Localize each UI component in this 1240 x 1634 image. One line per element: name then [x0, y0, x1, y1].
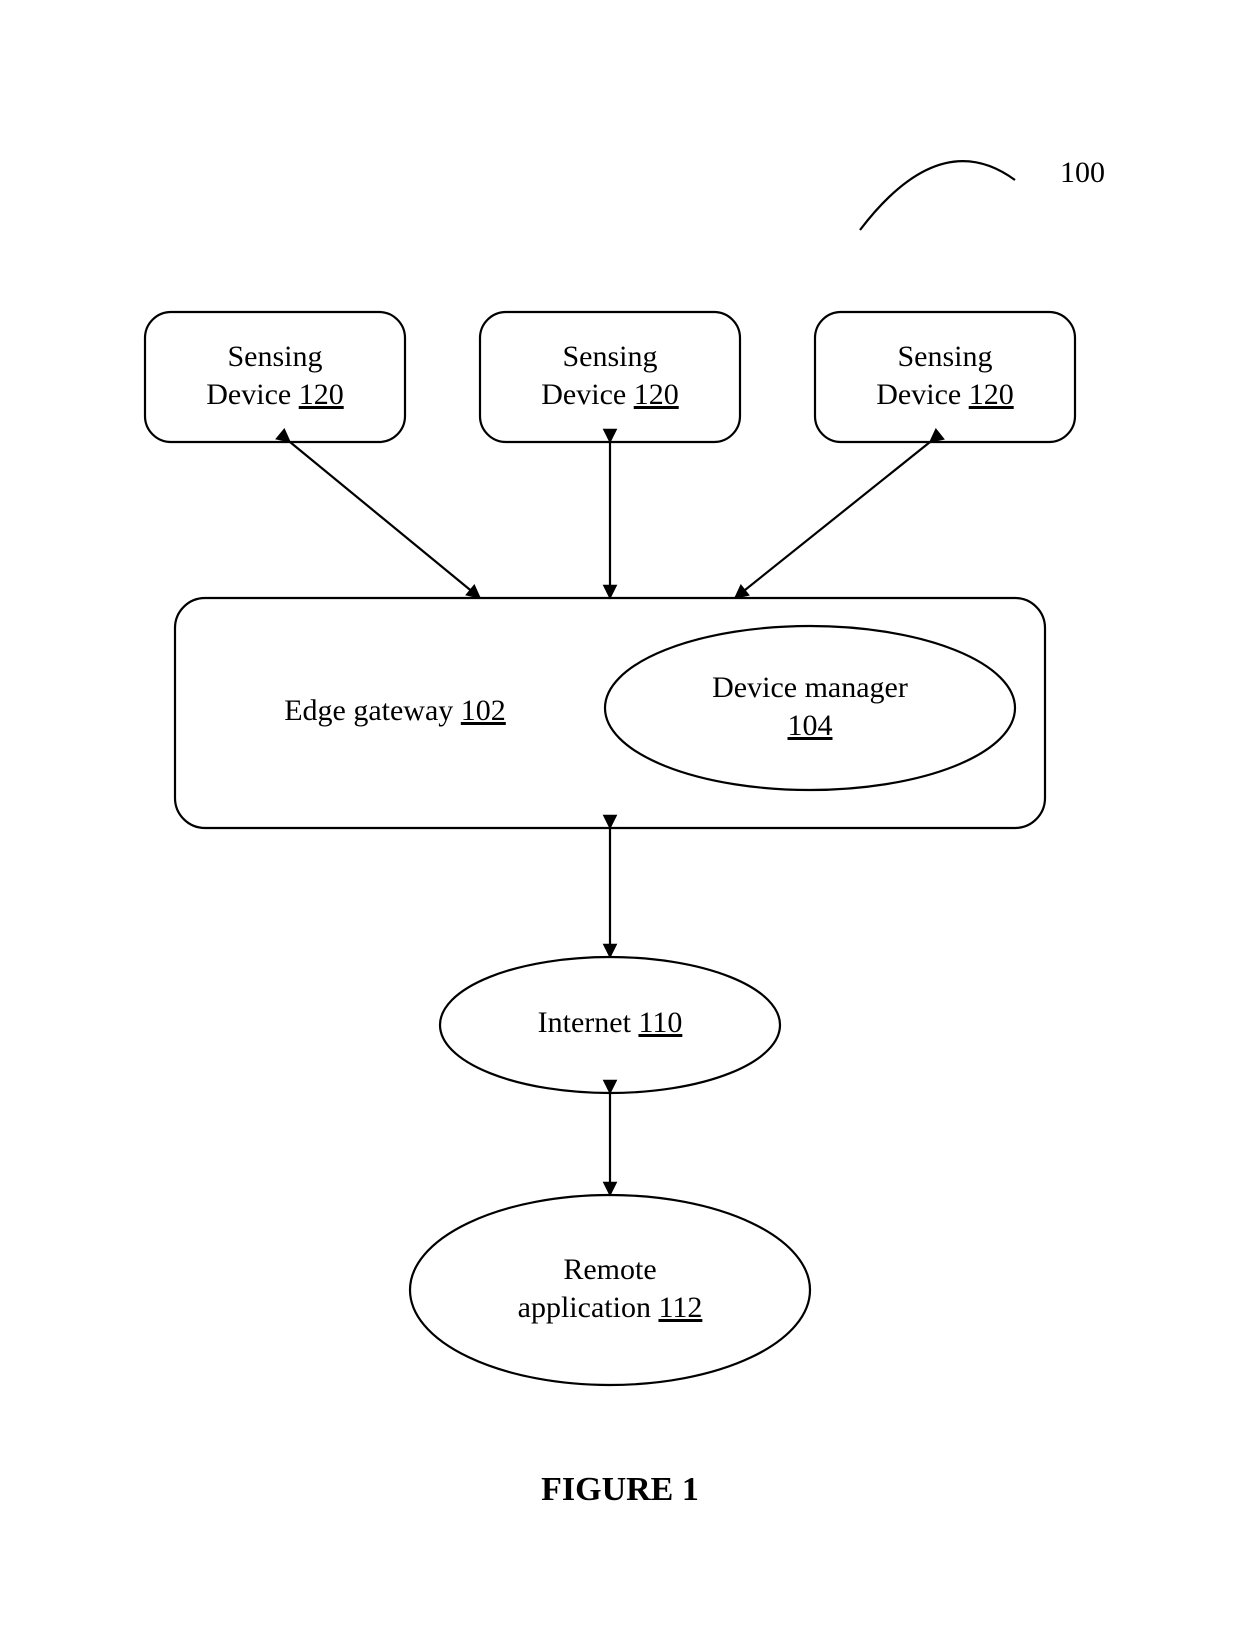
internet-node: Internet 110	[440, 957, 780, 1093]
figure-title: FIGURE 1	[541, 1471, 699, 1508]
sensing-device-node: Sensing Device 120	[815, 312, 1075, 442]
sensing-device-node: Sensing Device 120	[145, 312, 405, 442]
edge-gateway-label: Edge gateway 102	[284, 694, 506, 727]
sensing-label-line2: Device 120	[876, 378, 1013, 411]
connector-arrow	[290, 442, 480, 598]
sensing-label-line1: Sensing	[897, 340, 992, 373]
device-manager-node: Device manager 104	[605, 626, 1015, 790]
sensing-label-line1: Sensing	[562, 340, 657, 373]
system-ref-label: 100	[1060, 156, 1105, 189]
sensing-label-line2: Device 120	[206, 378, 343, 411]
sensing-device-node: Sensing Device 120	[480, 312, 740, 442]
sensing-label-line1: Sensing	[227, 340, 322, 373]
remote-app-label-line2: application 112	[518, 1291, 703, 1324]
internet-label: Internet 110	[538, 1006, 683, 1039]
remote-app-label-line1: Remote	[563, 1253, 656, 1286]
connector-arrow	[735, 442, 930, 598]
device-manager-label-line2: 104	[788, 709, 833, 742]
remote-app-node: Remote application 112	[410, 1195, 810, 1385]
system-ref-curve	[860, 161, 1015, 230]
device-manager-label-line1: Device manager	[712, 671, 908, 704]
edge-gateway-node: Edge gateway 102	[175, 598, 1045, 828]
sensing-label-line2: Device 120	[541, 378, 678, 411]
